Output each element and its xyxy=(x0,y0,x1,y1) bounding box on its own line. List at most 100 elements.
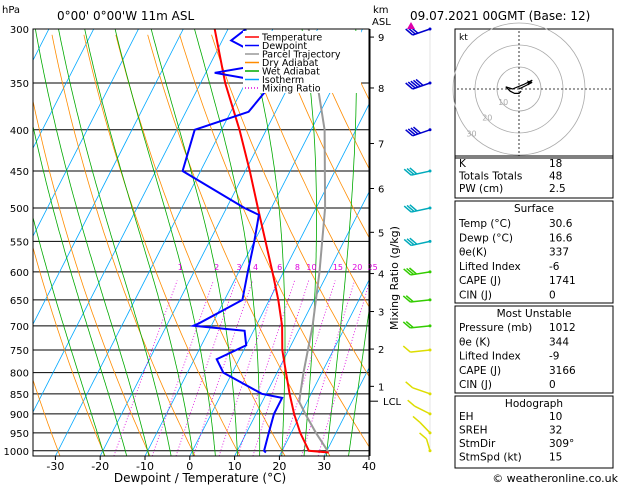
pressure-tick-label: 300 xyxy=(10,25,29,36)
wind-barb-flag xyxy=(411,81,418,87)
mixing-ratio-axis-title: Mixing Ratio (g/kg) xyxy=(388,226,401,330)
wind-barb-origin xyxy=(429,170,432,173)
wind-barb-origin xyxy=(429,412,432,415)
pressure-tick-label: 700 xyxy=(10,322,29,333)
wind-barb-flag xyxy=(406,83,413,89)
hodograph-ring-label: 20 xyxy=(482,114,492,123)
table-row-value: 16.6 xyxy=(549,232,573,244)
table-row-value: -9 xyxy=(549,351,559,363)
height-tick-label: 4 xyxy=(378,270,384,281)
table-row-label: CIN (J) xyxy=(459,379,492,391)
table-row-label: K xyxy=(459,158,467,170)
mixing-ratio-label: 10 xyxy=(306,263,316,272)
table-row-label: Lifted Index xyxy=(459,351,521,363)
hodograph-unit-label: kt xyxy=(459,33,468,43)
pressure-tick-label: 800 xyxy=(10,369,29,380)
wind-barb-staff xyxy=(415,406,430,414)
mixing-ratio-label: 6 xyxy=(277,263,282,272)
wind-barb-origin xyxy=(429,298,432,301)
table-row-label: CIN (J) xyxy=(459,290,492,302)
table-row-value: 30.6 xyxy=(549,218,573,230)
wind-barb-flag xyxy=(408,400,415,406)
mixing-ratio-label: 25 xyxy=(368,263,378,272)
km-unit-label: km xyxy=(373,5,389,16)
table-row-label: Dewp (°C) xyxy=(459,232,513,244)
wind-barb-flag xyxy=(413,127,420,133)
wind-barb-flag xyxy=(406,382,413,388)
pressure-tick-label: 350 xyxy=(10,79,29,90)
height-tick-label: 1 xyxy=(378,382,384,393)
table-row-label: CAPE (J) xyxy=(459,275,501,287)
pressure-tick-label: 450 xyxy=(10,167,29,178)
pressure-axis-labels: 3003504004505005506006507007508008509009… xyxy=(4,25,29,458)
table-row-label: SREH xyxy=(459,425,488,437)
table-row-value: 15 xyxy=(549,452,562,464)
wind-barb-flag xyxy=(403,346,410,352)
pressure-tick-label: 900 xyxy=(10,410,29,421)
pressure-tick-label: 1000 xyxy=(4,447,29,458)
x-tick-label: 40 xyxy=(362,460,376,473)
wind-barb-origin xyxy=(429,240,432,243)
wind-barbs xyxy=(403,22,431,452)
table-row-value: 48 xyxy=(549,171,562,183)
table-row-label: Pressure (mb) xyxy=(459,322,532,334)
height-tick-label: 2 xyxy=(378,345,384,356)
hodograph-ring-label: 10 xyxy=(498,98,508,107)
isotherm-line xyxy=(0,29,4,456)
wind-barb-staff xyxy=(413,130,430,136)
table-row-label: Temp (°C) xyxy=(458,218,511,230)
hodograph-ring-label: 30 xyxy=(466,130,476,139)
x-tick-label: 30 xyxy=(317,460,331,473)
wind-barb-flag xyxy=(406,29,413,35)
table-row-label: Lifted Index xyxy=(459,261,521,273)
wind-barb-origin xyxy=(429,82,432,85)
table-row-value: 18 xyxy=(549,158,562,170)
table-row-value: 0 xyxy=(549,379,556,391)
top-wind-arrow xyxy=(407,22,415,29)
hpa-unit-label: hPa xyxy=(2,5,20,16)
wind-barb-staff xyxy=(413,29,430,35)
x-tick-label: -30 xyxy=(46,460,64,473)
location-title: 0°00' 0°00'W 11m ASL xyxy=(57,9,195,23)
pressure-tick-label: 550 xyxy=(10,237,29,248)
table-row-label: StmDir xyxy=(459,438,496,450)
height-tick-label: 6 xyxy=(378,185,384,196)
wind-barb-staff xyxy=(420,422,430,432)
pressure-tick-label: 400 xyxy=(10,126,29,137)
wind-barb-flag xyxy=(411,128,418,134)
height-tick-label: 8 xyxy=(378,84,384,95)
height-tick-label: 3 xyxy=(378,308,384,319)
table-row-value: 344 xyxy=(549,336,569,348)
table-row-label: PW (cm) xyxy=(459,183,503,195)
pressure-tick-label: 600 xyxy=(10,268,29,279)
hodograph-table-title: Hodograph xyxy=(505,398,563,410)
x-axis-title: Dewpoint / Temperature (°C) xyxy=(114,471,286,485)
mixing-ratio-label: 8 xyxy=(295,263,300,272)
most-unstable-title: Most Unstable xyxy=(497,308,572,320)
table-row-label: θe (K) xyxy=(459,336,490,348)
datetime-title: 09.07.2021 00GMT (Base: 12) xyxy=(410,9,590,23)
wind-barb-origin xyxy=(429,128,432,131)
wind-barb-origin xyxy=(429,449,432,452)
pressure-tick-label: 950 xyxy=(10,429,29,440)
table-row-value: 337 xyxy=(549,247,569,259)
table-row-label: θe(K) xyxy=(459,247,487,259)
x-tick-label: -20 xyxy=(91,460,109,473)
table-row-value: 1012 xyxy=(549,322,576,334)
wind-barb-origin xyxy=(429,431,432,434)
lcl-label: LCL xyxy=(383,397,402,408)
wind-barb-flag xyxy=(408,82,415,88)
wind-barb-staff xyxy=(413,388,430,394)
table-row-label: Totals Totals xyxy=(458,171,522,183)
table-row-value: 3166 xyxy=(549,365,576,377)
table-row-label: StmSpd (kt) xyxy=(459,452,522,464)
surface-title: Surface xyxy=(514,203,554,215)
wind-barb-flag xyxy=(413,80,420,86)
table-row-label: CAPE (J) xyxy=(459,365,501,377)
pressure-tick-label: 650 xyxy=(10,296,29,307)
pressure-tick-label: 850 xyxy=(10,390,29,401)
